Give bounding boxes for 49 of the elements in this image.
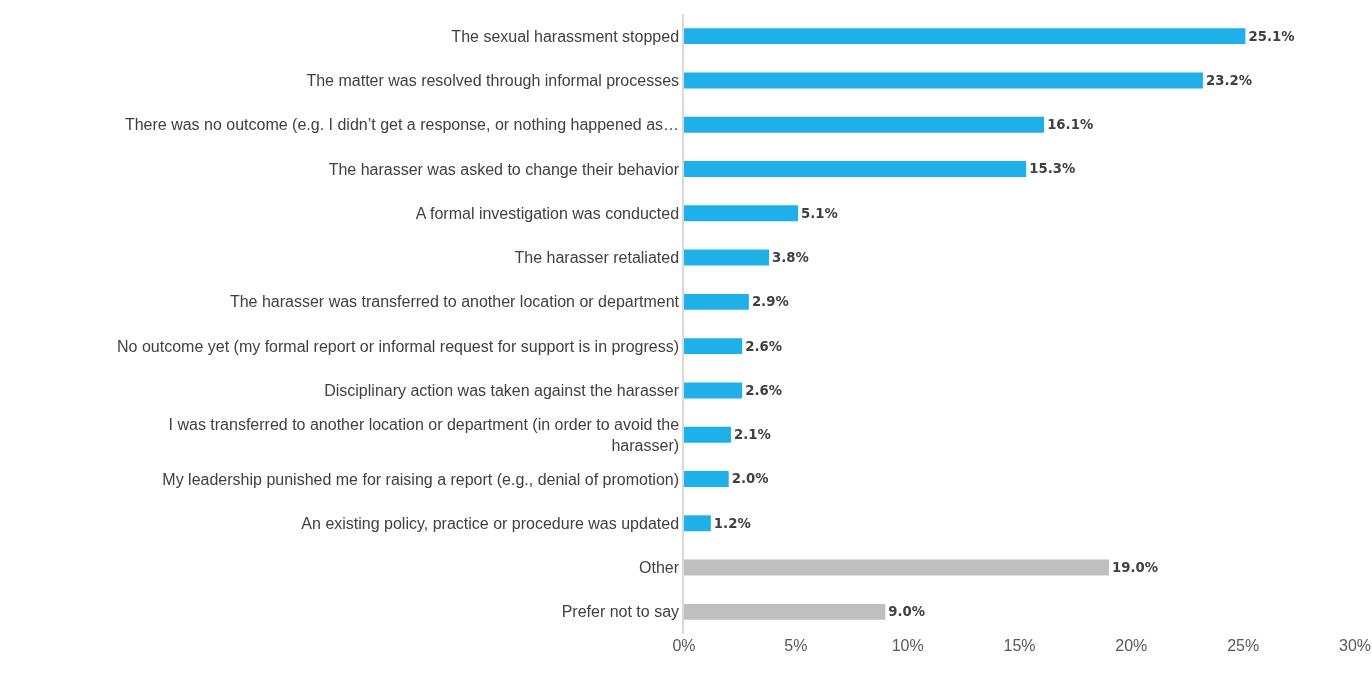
data-label: 2.6% — [745, 338, 782, 354]
y-tick-label: The matter was resolved through informal processes — [306, 72, 680, 90]
x-tick-label: 0% — [672, 637, 696, 654]
bar — [684, 471, 729, 487]
y-tick-label: My leadership punished me for raising a report (e.g., denial of promotion) — [162, 470, 680, 488]
y-tick-label: Prefer not to say — [561, 603, 680, 621]
bar — [684, 161, 1027, 177]
data-label: 16.1% — [1047, 117, 1094, 133]
data-label: 9.0% — [888, 604, 926, 620]
y-tick-label: The harasser was asked to change their behavior — [328, 160, 680, 178]
y-tick-label: The sexual harassment stopped — [451, 27, 680, 45]
y-tick-label: The harasser retaliated — [514, 249, 680, 267]
y-tick-label: Disciplinary action was taken against the harasser — [324, 382, 680, 400]
bar — [684, 28, 1246, 45]
data-label: 3.8% — [772, 250, 809, 265]
y-tick-label: No outcome yet (my formal report or informal request for support is in progress) — [117, 337, 680, 355]
data-label: 2.6% — [745, 382, 782, 398]
bar — [684, 559, 1109, 576]
x-tick-label: 20% — [1115, 637, 1148, 654]
data-label: 23.2% — [1205, 72, 1252, 88]
data-label: 5.1% — [801, 205, 838, 221]
data-label: 19.0% — [1112, 560, 1159, 575]
bar — [684, 205, 799, 222]
data-label: 2.1% — [733, 427, 771, 443]
x-tick-label: 15% — [1003, 637, 1036, 654]
y-tick-label: There was no outcome (e.g. I didn’t get a response, or nothing happened as… — [124, 116, 680, 134]
bar — [684, 603, 886, 620]
x-tick-label: 10% — [891, 637, 924, 654]
bar — [684, 338, 743, 355]
y-tick-label: A formal investigation was conducted — [415, 204, 680, 222]
y-tick-label: I was transferred to another location or department (in order to avoid the harasser) — [168, 415, 680, 454]
y-tick-label: An existing policy, practice or procedure was updated — [301, 514, 680, 532]
bar — [684, 293, 749, 310]
x-tick-label: 25% — [1227, 637, 1260, 654]
data-label: 25.1% — [1248, 28, 1295, 44]
bar — [684, 515, 711, 532]
bar — [684, 116, 1045, 133]
data-label: 1.2% — [713, 515, 751, 531]
bar — [684, 249, 769, 266]
x-tick-label: 30% — [1338, 637, 1372, 654]
bar — [684, 382, 743, 399]
bar — [684, 426, 731, 443]
data-label: 2.9% — [751, 294, 789, 310]
bar — [684, 72, 1203, 89]
data-label: 2.0% — [731, 471, 769, 487]
y-tick-label: Other — [639, 559, 680, 577]
x-tick-label: 5% — [784, 637, 808, 654]
y-tick-label: The harasser was transferred to another location or department — [229, 293, 680, 311]
data-label: 15.3% — [1029, 161, 1076, 177]
